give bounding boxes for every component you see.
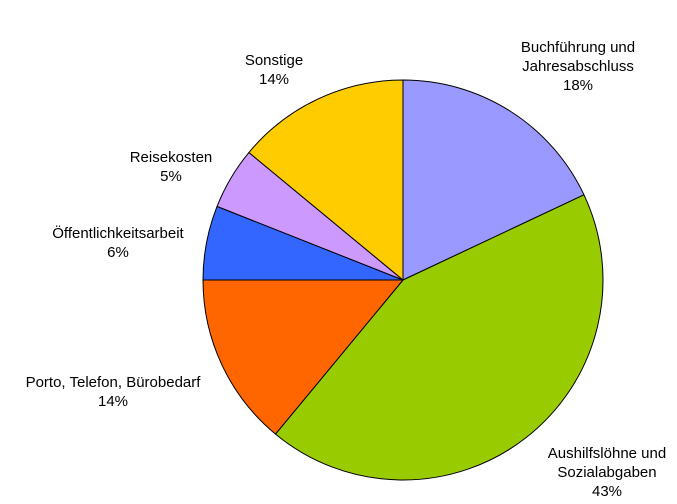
- slice-label-aushilfsloehne-und-sozialabgaben: Aushilfslöhne und Sozialabgaben 43%: [548, 445, 666, 500]
- slice-percent: 43%: [592, 483, 622, 500]
- slice-name-line: Aushilfslöhne und: [548, 445, 666, 462]
- slice-percent: 18%: [563, 77, 593, 94]
- slice-percent: 14%: [259, 71, 289, 88]
- slice-label-sonstige: Sonstige 14%: [245, 52, 303, 88]
- slice-label-reisekosten: Reisekosten 5%: [130, 149, 213, 185]
- slice-name-line: Sonstige: [245, 52, 303, 69]
- slice-label-oeffentlichkeitsarbeit: Öffentlichkeitsarbeit 6%: [52, 224, 184, 261]
- slice-name-line: Jahresabschluss: [522, 58, 634, 75]
- slice-name-line: Öffentlichkeitsarbeit: [52, 224, 184, 242]
- slice-percent: 6%: [107, 244, 129, 261]
- slice-name-line: Buchführung und: [521, 39, 635, 56]
- slice-name-line: Sozialabgaben: [557, 464, 656, 481]
- slice-percent: 5%: [160, 168, 182, 185]
- slice-label-buchfuehrung-und-jahresabschluss: Buchführung und Jahresabschluss 18%: [521, 39, 635, 94]
- slice-percent: 14%: [98, 393, 128, 410]
- pie-slices: [203, 80, 603, 480]
- slice-label-porto-telefon-buerobedarf: Porto, Telefon, Bürobedarf 14%: [26, 374, 202, 410]
- slice-name-line: Porto, Telefon, Bürobedarf: [26, 374, 202, 391]
- slice-name-line: Reisekosten: [130, 149, 213, 166]
